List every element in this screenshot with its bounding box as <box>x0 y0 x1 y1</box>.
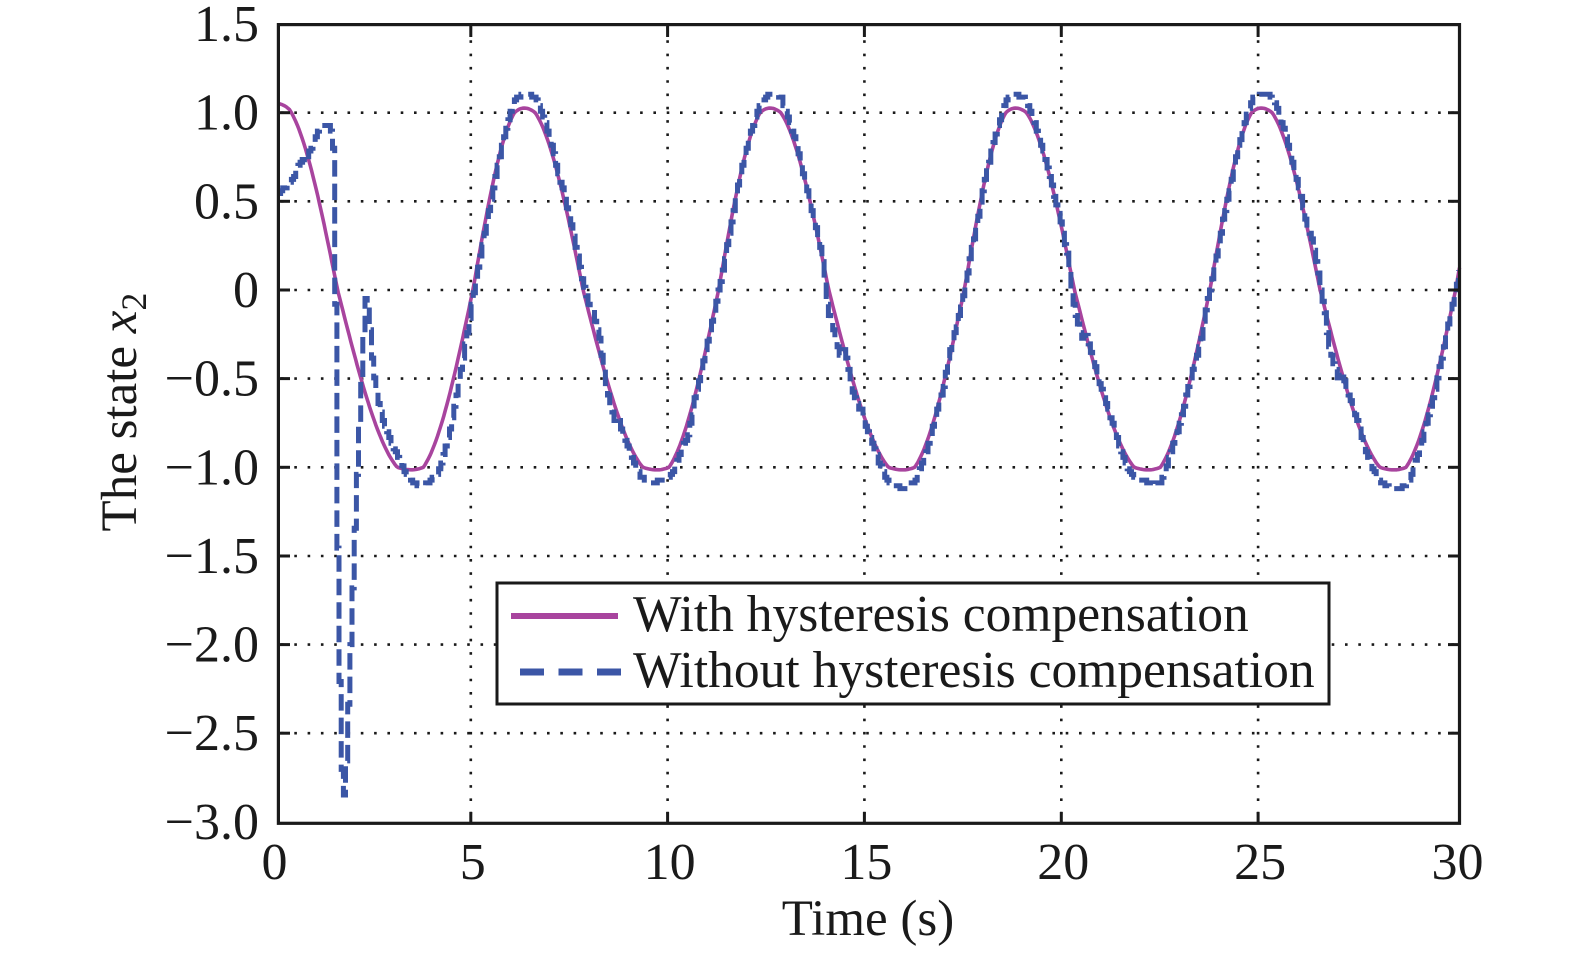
svg-text:0: 0 <box>262 834 288 891</box>
svg-text:1.5: 1.5 <box>194 0 259 53</box>
svg-text:20: 20 <box>1037 834 1089 891</box>
svg-text:−2.0: −2.0 <box>165 617 259 674</box>
svg-text:25: 25 <box>1234 834 1286 891</box>
svg-text:Without hysteresis compensatio: Without hysteresis compensation <box>633 642 1315 699</box>
svg-text:5: 5 <box>460 834 486 891</box>
svg-text:−1.0: −1.0 <box>165 439 259 496</box>
svg-text:10: 10 <box>644 834 696 891</box>
svg-text:−1.5: −1.5 <box>165 528 259 585</box>
svg-text:0: 0 <box>233 262 259 319</box>
svg-text:15: 15 <box>840 834 892 891</box>
svg-text:The state x2: The state x2 <box>92 293 154 532</box>
svg-text:0.5: 0.5 <box>194 173 259 230</box>
svg-text:−3.0: −3.0 <box>165 794 259 851</box>
svg-text:Time (s): Time (s) <box>782 891 954 947</box>
svg-text:30: 30 <box>1432 834 1484 891</box>
svg-text:−0.5: −0.5 <box>165 351 259 408</box>
svg-text:With hysteresis compensation: With hysteresis compensation <box>633 586 1249 643</box>
svg-text:1.0: 1.0 <box>194 85 259 142</box>
svg-text:−2.5: −2.5 <box>165 705 259 762</box>
